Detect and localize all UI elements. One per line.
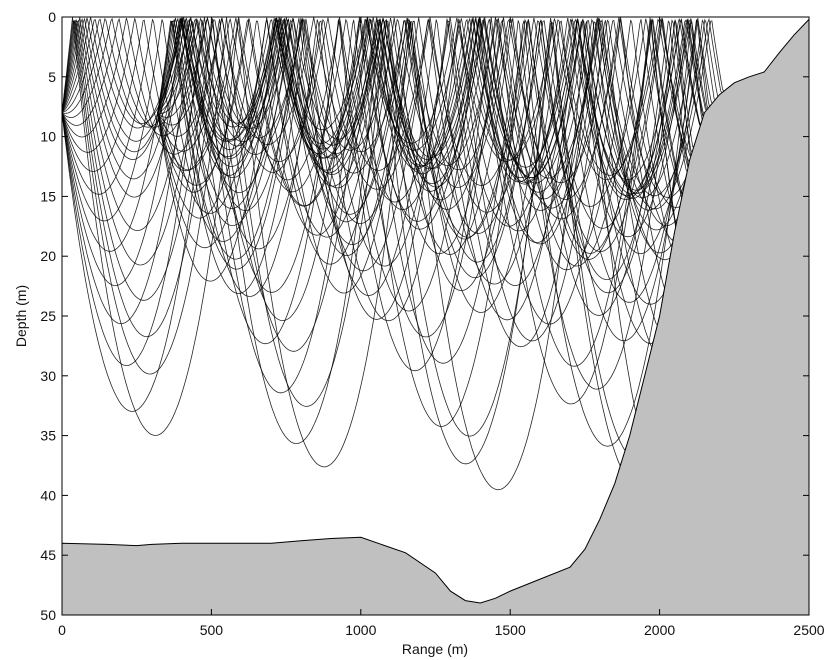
ray-path-26 [157,18,653,348]
y-axis-label: Depth (m) [13,285,29,347]
ray-path-22 [62,17,658,342]
ray-path-45 [157,18,709,342]
y-tick-label: 30 [40,368,56,384]
ray-path-7 [62,17,683,254]
ray-path-30 [157,17,678,227]
ray-path-38 [157,17,723,197]
y-tick-label: 5 [48,69,56,85]
x-tick-label: 1500 [495,622,526,638]
ray-path-42 [157,17,673,254]
ray-path-2 [62,17,692,390]
ray-path-41 [157,17,716,255]
y-tick-label: 50 [40,607,56,623]
y-tick-label: 40 [40,487,56,503]
y-tick-label: 20 [40,248,56,264]
ray-path-43 [157,19,673,271]
y-tick-label: 0 [48,9,56,25]
ray-path-25 [62,18,622,467]
y-tick-label: 35 [40,428,56,444]
y-tick-label: 15 [40,188,56,204]
y-axis-ticks: 0 5 10 15 20 25 30 35 40 45 50 [40,9,809,623]
ray-path-4 [62,17,665,325]
y-tick-label: 25 [40,308,56,324]
y-tick-label: 10 [40,129,56,145]
x-tick-label: 0 [58,622,66,638]
y-tick-label: 45 [40,547,56,563]
ray-path-44 [157,17,690,316]
ray-path-24 [62,17,703,447]
x-tick-label: 2500 [793,622,824,638]
seabed-area [62,18,809,615]
ray-path-23 [62,17,678,405]
ray-path-34 [157,17,692,176]
x-axis-label: Range (m) [402,641,468,657]
x-tick-label: 2000 [644,622,675,638]
ray-path-36 [157,17,701,181]
ray-path-29 [157,17,684,260]
ray-path-16 [62,17,690,229]
x-tick-label: 1000 [345,622,376,638]
ray-paths [62,17,725,491]
ray-path-39 [157,17,687,198]
ray-path-0 [62,17,637,491]
x-axis-ticks: 0 500 1000 1500 2000 2500 [58,17,825,638]
ray-path-28 [157,18,693,281]
x-tick-label: 500 [200,622,224,638]
